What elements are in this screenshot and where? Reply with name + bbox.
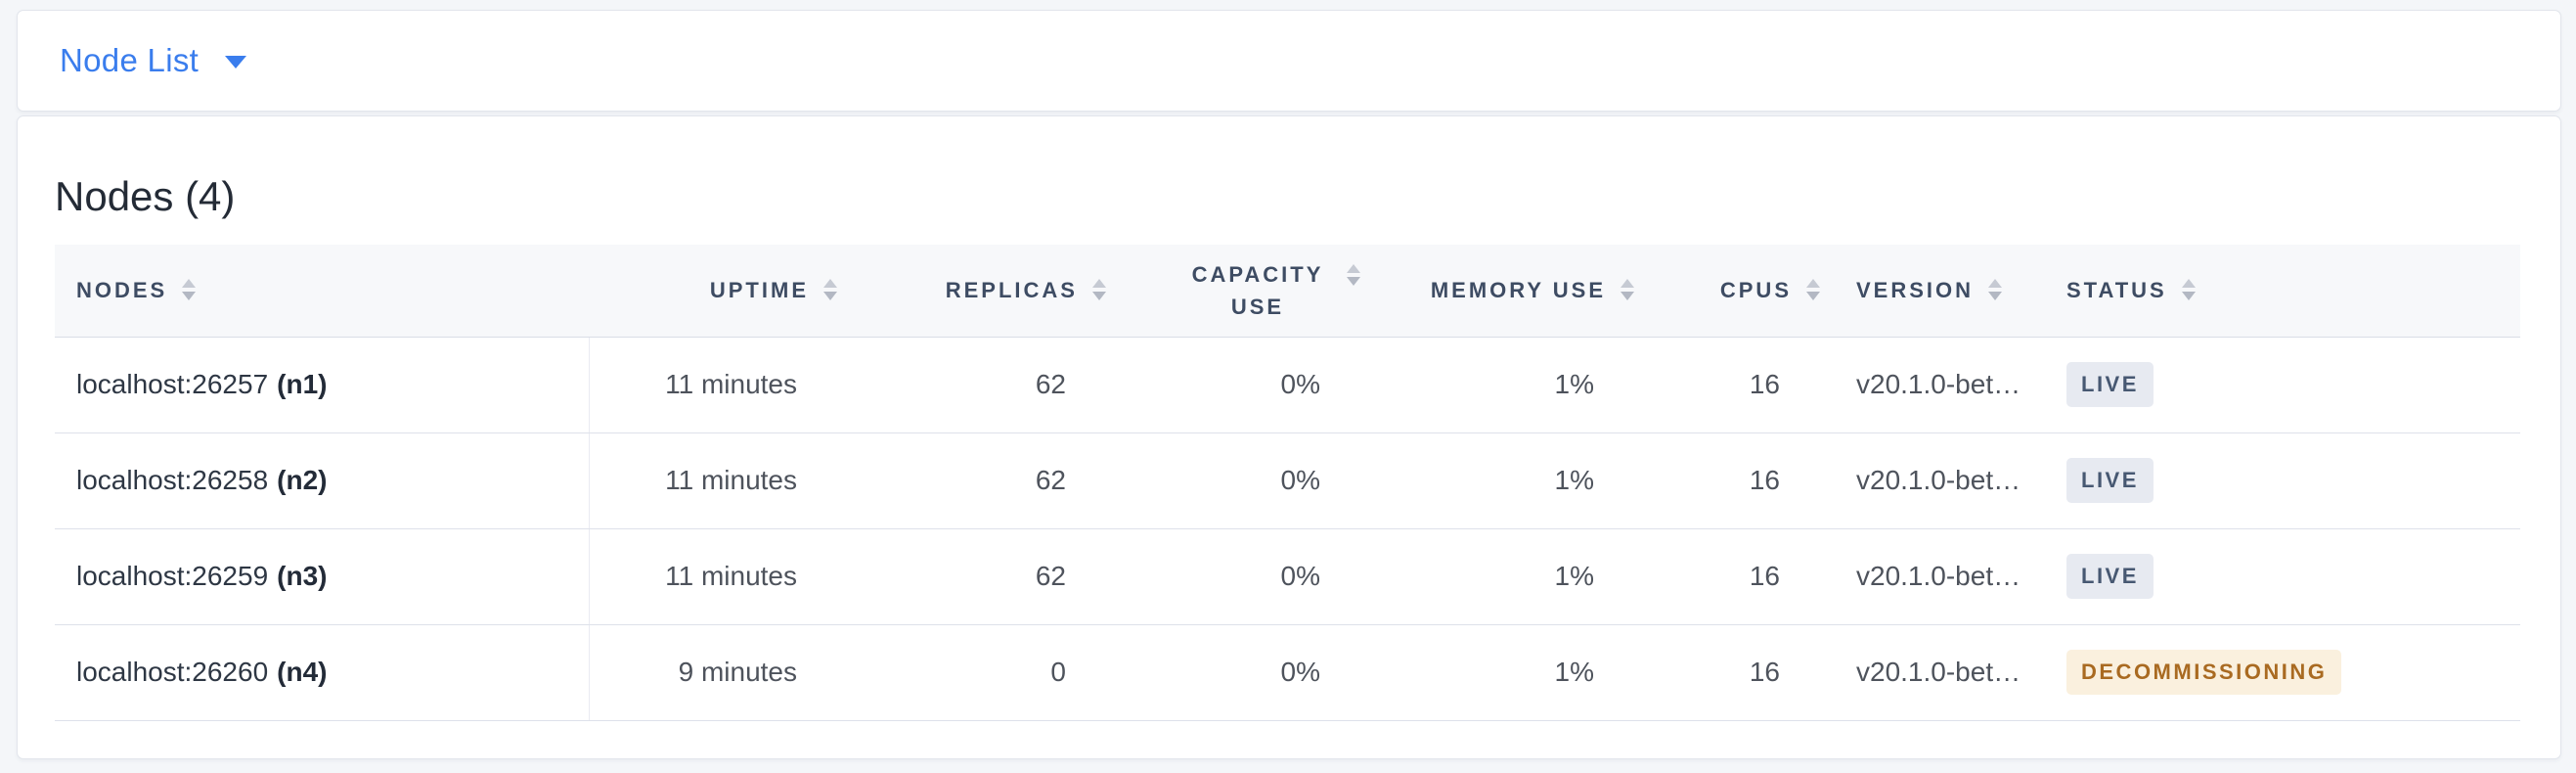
memory_use-cell: 1% <box>1375 528 1649 625</box>
view-selector-dropdown[interactable]: Node List <box>60 42 247 79</box>
nodes-cell[interactable]: localhost:26258 (n2) <box>55 432 590 529</box>
column-label: CAPACITY USE <box>1191 261 1324 319</box>
replicas-cell: 62 <box>852 432 1121 529</box>
version-cell: v20.1.0-bet… <box>1835 337 2045 433</box>
table-row: localhost:26258 (n2) 11 minutes 62 0% 1% 16 v20… <box>55 432 2520 529</box>
nodes-cell[interactable]: localhost:26257 (n1) <box>55 337 590 433</box>
memory_use-cell: 1% <box>1375 432 1649 529</box>
capacity_use-cell: 0% <box>1121 432 1375 529</box>
status-cell: LIVE <box>2045 528 2520 625</box>
view-selector-label: Node List <box>60 42 200 78</box>
capacity_use-cell: 0% <box>1121 624 1375 721</box>
status-cell: DECOMMISSIONING <box>2045 624 2520 721</box>
sort-arrows-icon <box>181 279 197 301</box>
nodes-panel: Nodes (4) NODES UPTIME REPLICAS CAPACITY US… <box>17 115 2561 759</box>
node-id: (n1) <box>277 369 328 399</box>
node-address[interactable]: localhost:26257 <box>76 369 269 399</box>
nodes-cell[interactable]: localhost:26260 (n4) <box>55 624 590 721</box>
version-cell: v20.1.0-bet… <box>1835 528 2045 625</box>
column-header-replicas[interactable]: REPLICAS <box>852 245 1121 338</box>
table-row: localhost:26259 (n3) 11 minutes 62 0% 1% 16 v20… <box>55 528 2520 625</box>
cpus-cell: 16 <box>1649 337 1835 433</box>
status-badge: DECOMMISSIONING <box>2066 650 2342 695</box>
table-row: localhost:26260 (n4) 9 minutes 0 0% 1% 16 v20.1… <box>55 624 2520 721</box>
table-row: localhost:26257 (n1) 11 minutes 62 0% 1% 16 v20… <box>55 337 2520 433</box>
status-badge: LIVE <box>2066 458 2154 503</box>
column-header-cpus[interactable]: CPUS <box>1649 245 1835 338</box>
uptime-cell: 9 minutes <box>589 624 852 721</box>
uptime-cell: 11 minutes <box>589 337 852 433</box>
column-label: CPUS <box>1719 277 1792 302</box>
node-address[interactable]: localhost:26258 <box>76 465 269 495</box>
sort-arrows-icon <box>1805 279 1821 301</box>
version-cell: v20.1.0-bet… <box>1835 432 2045 529</box>
status-badge: LIVE <box>2066 554 2154 599</box>
cpus-cell: 16 <box>1649 528 1835 625</box>
sort-arrows-icon <box>1091 279 1107 301</box>
column-header-memory_use[interactable]: MEMORY USE <box>1375 245 1649 338</box>
sort-arrows-icon <box>1346 264 1361 287</box>
column-header-capacity_use[interactable]: CAPACITY USE <box>1121 245 1375 338</box>
cpus-cell: 16 <box>1649 432 1835 529</box>
uptime-cell: 11 minutes <box>589 432 852 529</box>
column-label: STATUS <box>2066 277 2167 302</box>
column-label: REPLICAS <box>945 277 1078 302</box>
status-badge: LIVE <box>2066 362 2154 407</box>
node-id: (n3) <box>277 561 328 591</box>
column-header-uptime[interactable]: UPTIME <box>589 245 852 338</box>
chevron-down-icon <box>225 56 247 68</box>
column-label: UPTIME <box>709 277 809 302</box>
uptime-cell: 11 minutes <box>589 528 852 625</box>
status-cell: LIVE <box>2045 337 2520 433</box>
node-address[interactable]: localhost:26260 <box>76 657 269 687</box>
cpus-cell: 16 <box>1649 624 1835 721</box>
column-label: VERSION <box>1856 277 1975 302</box>
replicas-cell: 62 <box>852 528 1121 625</box>
capacity_use-cell: 0% <box>1121 337 1375 433</box>
column-header-status[interactable]: STATUS <box>2045 245 2520 338</box>
column-header-nodes[interactable]: NODES <box>55 245 589 338</box>
view-selector-card: Node List <box>17 10 2561 112</box>
node-id: (n4) <box>277 657 328 687</box>
node-id: (n2) <box>277 465 328 495</box>
sort-arrows-icon <box>822 279 838 301</box>
column-label: MEMORY USE <box>1430 277 1606 302</box>
version-cell: v20.1.0-bet… <box>1835 624 2045 721</box>
nodes-cell[interactable]: localhost:26259 (n3) <box>55 528 590 625</box>
sort-arrows-icon <box>2181 279 2197 301</box>
table-header-row: NODES UPTIME REPLICAS CAPACITY USE MEMORY US… <box>55 245 2520 338</box>
replicas-cell: 0 <box>852 624 1121 721</box>
nodes-table: NODES UPTIME REPLICAS CAPACITY USE MEMORY US… <box>55 245 2520 721</box>
page-title: Nodes (4) <box>55 173 236 219</box>
memory_use-cell: 1% <box>1375 337 1649 433</box>
column-header-version[interactable]: VERSION <box>1835 245 2045 338</box>
capacity_use-cell: 0% <box>1121 528 1375 625</box>
sort-arrows-icon <box>1620 279 1635 301</box>
column-label: NODES <box>76 277 168 302</box>
replicas-cell: 62 <box>852 337 1121 433</box>
memory_use-cell: 1% <box>1375 624 1649 721</box>
sort-arrows-icon <box>1987 279 2003 301</box>
node-address[interactable]: localhost:26259 <box>76 561 269 591</box>
status-cell: LIVE <box>2045 432 2520 529</box>
